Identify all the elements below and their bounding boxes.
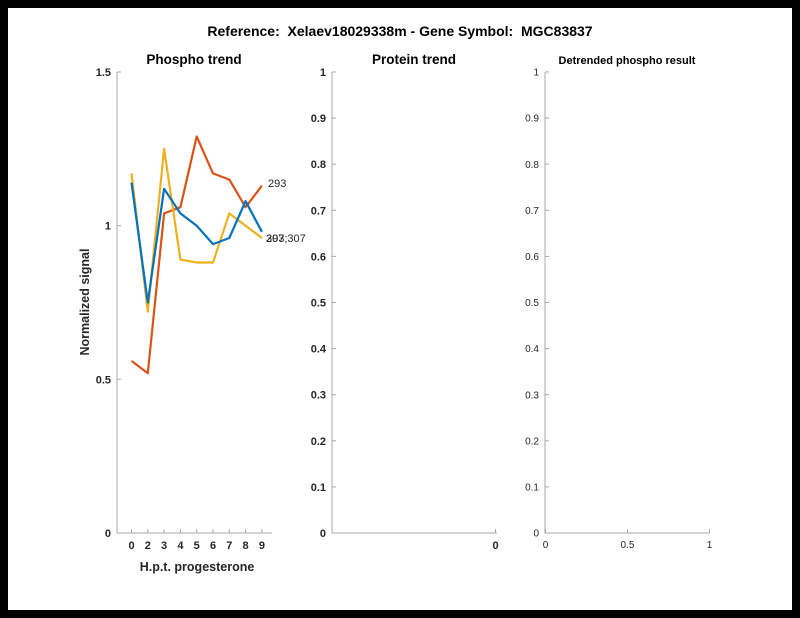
x-tick-label: 0 [128, 540, 134, 552]
plot-title-phospho-trend: Phospho trend [146, 52, 242, 67]
y-tick-label: 0.1 [311, 482, 326, 494]
y-tick-label: 0 [320, 528, 326, 540]
x-tick-label: 7 [226, 540, 232, 552]
x-tick-label: 1 [707, 540, 713, 551]
y-tick-label: 0.3 [311, 390, 326, 402]
y-tick-label: 0.2 [311, 436, 326, 448]
x-tick-label: 5 [194, 540, 200, 552]
y-tick-label: 0.5 [525, 298, 539, 309]
series-end-label: 293 [268, 178, 286, 190]
y-tick-label: 0.6 [525, 252, 539, 263]
y-tick-label: 1 [533, 68, 539, 79]
y-tick-label: 1 [320, 67, 326, 79]
y-tick-label: 0 [105, 528, 111, 540]
y-tick-label: 1.5 [96, 67, 111, 79]
figure-title: Reference: Xelaev18029338m - Gene Symbol… [207, 23, 593, 39]
y-tick-label: 0 [533, 529, 539, 540]
y-tick-label: 0.5 [311, 297, 326, 309]
y-tick-label: 0.4 [525, 344, 539, 355]
x-tick-label: 8 [243, 540, 249, 552]
y-tick-label: 0.8 [525, 160, 539, 171]
y-tick-label: 0.7 [311, 205, 326, 217]
y-tick-label: 0.5 [96, 374, 111, 386]
y-tick-label: 0.1 [525, 483, 539, 494]
y-tick-label: 1 [105, 221, 111, 233]
series-line-293 [130, 135, 263, 375]
x-tick-label: 0 [492, 540, 498, 552]
y-tick-label: 0.8 [311, 159, 326, 171]
figure-canvas [8, 8, 792, 610]
y-tick-label: 0.4 [311, 344, 327, 356]
axis-line [331, 72, 497, 534]
series-line-307 [130, 182, 263, 304]
y-tick-label: 0.7 [525, 206, 539, 217]
y-tick-label: 0.9 [311, 113, 326, 125]
y-tick-label: 0.2 [525, 436, 539, 447]
x-tick-label: 2 [145, 540, 151, 552]
x-axis-label: H.p.t. progesterone [139, 560, 255, 574]
plot-title-detrended-phospho-result: Detrended phospho result [558, 55, 696, 67]
axis-line [544, 72, 710, 534]
x-tick-label: 4 [177, 540, 184, 552]
x-tick-label: 6 [210, 540, 216, 552]
plot-title-protein-trend: Protein trend [371, 52, 457, 67]
series-end-label: 307 [266, 233, 284, 245]
y-axis-label: Normalized signal [78, 248, 92, 356]
series-end-label: 293;307 [266, 233, 306, 245]
y-tick-label: 0.9 [525, 114, 539, 125]
x-tick-label: 9 [259, 540, 265, 552]
x-tick-label: 3 [161, 540, 167, 552]
x-tick-label: 0.5 [621, 540, 635, 551]
x-tick-label: 0 [543, 540, 549, 551]
y-tick-label: 0.3 [525, 390, 539, 401]
y-tick-label: 0.6 [311, 251, 326, 263]
